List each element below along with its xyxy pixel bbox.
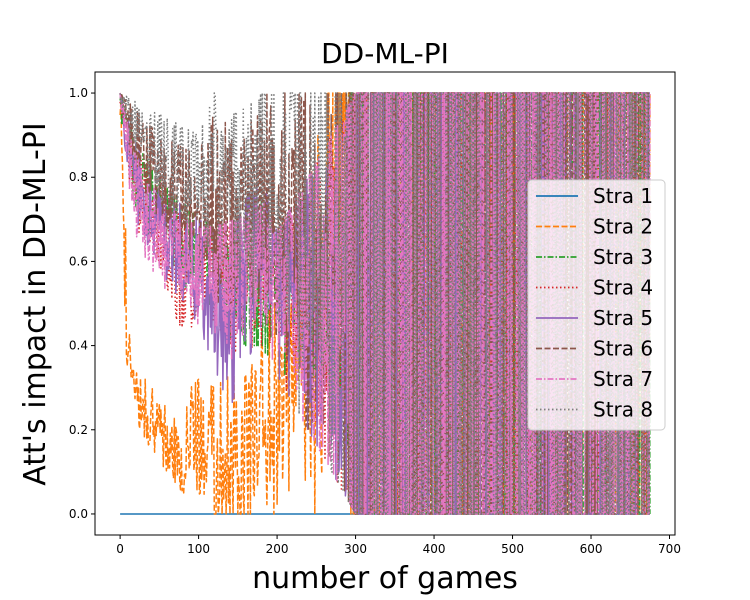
x-tick-label: 200: [266, 542, 289, 556]
x-tick-label: 700: [658, 542, 681, 556]
x-axis-label: number of games: [252, 561, 518, 596]
x-tick-label: 400: [423, 542, 446, 556]
y-tick-label: 0.4: [69, 339, 88, 353]
y-axis: 0.0 0.2 0.4 0.6 0.8 1.0: [69, 86, 95, 521]
y-tick-label: 0.8: [69, 170, 88, 184]
plot-area: 0 100 200 300 400 500 600 700 0.0 0.2 0.4 0.6 0.8 1.…: [69, 71, 681, 556]
y-tick-label: 0.2: [69, 423, 88, 437]
legend-label-5: Stra 5: [593, 306, 653, 330]
legend-label-1: Stra 1: [593, 184, 653, 208]
legend: Stra 1 Stra 2 Stra 3 Stra 4 Stra 5 Stra 6 Stra…: [527, 179, 666, 431]
x-tick-label: 500: [501, 542, 524, 556]
x-axis: 0 100 200 300 400 500 600 700: [116, 535, 681, 556]
legend-label-8: Stra 8: [593, 398, 653, 422]
y-tick-label: 1.0: [69, 86, 88, 100]
legend-label-6: Stra 6: [593, 337, 653, 361]
legend-box: [527, 179, 666, 431]
y-tick-label: 0.0: [69, 507, 88, 521]
legend-label-2: Stra 2: [593, 215, 653, 239]
y-axis-label: Att's impact in DD-ML-PI: [18, 122, 53, 485]
x-tick-label: 300: [344, 542, 367, 556]
legend-label-4: Stra 4: [593, 276, 653, 300]
y-tick-label: 0.6: [69, 254, 88, 268]
x-tick-label: 100: [187, 542, 210, 556]
x-tick-label: 0: [116, 542, 124, 556]
legend-label-3: Stra 3: [593, 245, 653, 269]
axes-frame: [94, 71, 676, 536]
chart-title: DD-ML-PI: [321, 37, 449, 70]
legend-label-7: Stra 7: [593, 367, 653, 391]
x-tick-label: 600: [580, 542, 603, 556]
